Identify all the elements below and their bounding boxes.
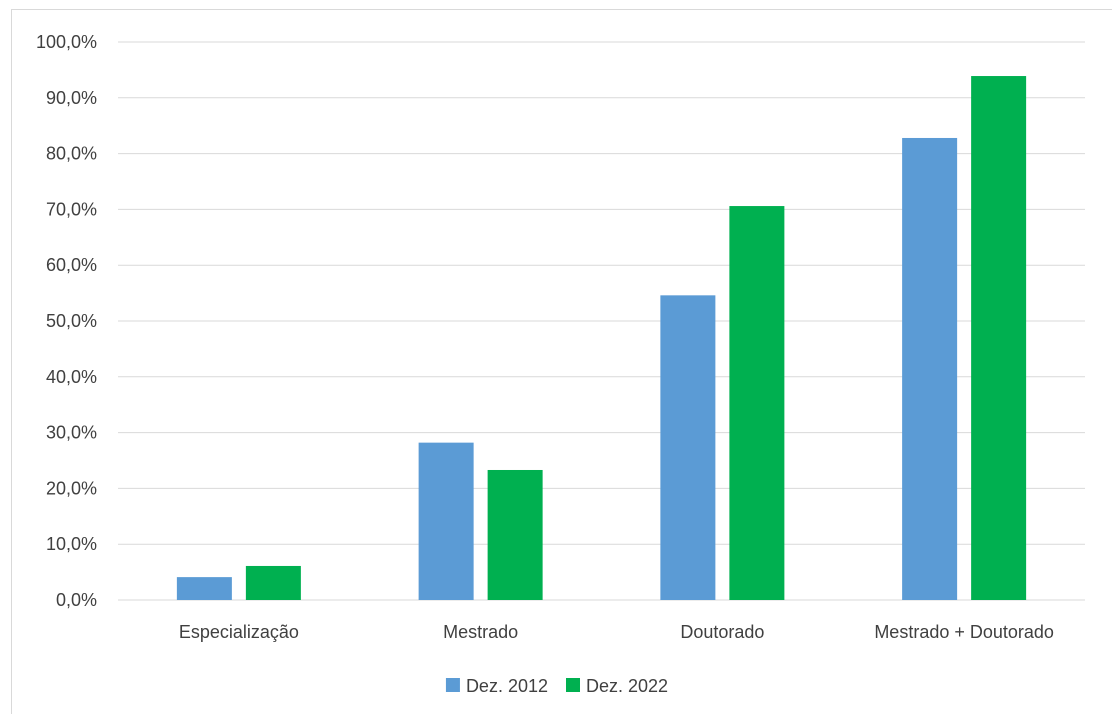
legend-label: Dez. 2012 [466, 676, 548, 696]
y-tick-label: 60,0% [46, 255, 97, 275]
x-category-label: Mestrado [443, 622, 518, 642]
bars [176, 76, 1027, 600]
y-tick-label: 30,0% [46, 423, 97, 443]
y-tick-label: 70,0% [46, 199, 97, 219]
bar-series-2 [729, 206, 785, 600]
bar-series-2 [245, 565, 301, 600]
y-tick-label: 0,0% [56, 590, 97, 610]
y-tick-label: 40,0% [46, 367, 97, 387]
legend: Dez. 2012 Dez. 2022 [445, 676, 668, 696]
legend-item: Dez. 2012 [445, 676, 548, 696]
x-category-label: Doutorado [680, 622, 764, 642]
bar-series-2 [487, 469, 543, 600]
y-tick-label: 50,0% [46, 311, 97, 331]
bar-series-2 [971, 76, 1027, 600]
bar-series-1 [418, 442, 474, 600]
x-category-label: Mestrado + Doutorado [874, 622, 1054, 642]
y-axis-tick-labels: 0,0% 10,0% 20,0% 30,0% 40,0% 50,0% 60,0% 70,0% 8… [36, 32, 97, 610]
y-tick-label: 80,0% [46, 144, 97, 164]
y-tick-label: 100,0% [36, 32, 97, 52]
bar-series-1 [902, 137, 958, 600]
x-category-label: Especialização [179, 622, 299, 642]
y-tick-label: 10,0% [46, 534, 97, 554]
x-axis-category-labels: Especialização Mestrado Doutorado Mestrado … [179, 622, 1054, 642]
legend-swatch [566, 678, 580, 692]
y-tick-label: 90,0% [46, 88, 97, 108]
legend-label: Dez. 2022 [586, 676, 668, 696]
legend-swatch [445, 678, 460, 692]
bar-series-1 [176, 577, 232, 600]
bar-series-1 [660, 295, 716, 600]
y-tick-label: 20,0% [46, 478, 97, 498]
legend-item: Dez. 2022 [566, 676, 668, 696]
